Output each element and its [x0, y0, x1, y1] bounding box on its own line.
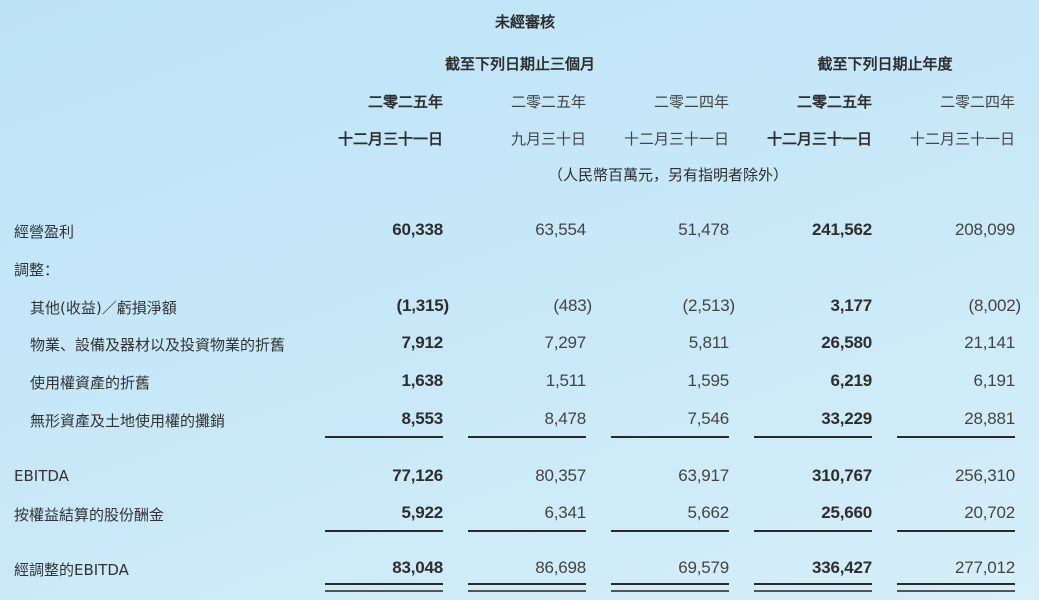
cell-value: 3,177 [830, 296, 872, 315]
subtotal-underline [611, 436, 729, 438]
subtotal-underline [611, 530, 729, 532]
subtotal-underline [325, 436, 443, 438]
subtotal-underline [897, 436, 1015, 438]
cell-value: 8,553 [401, 409, 443, 428]
cell-value: 26,580 [821, 333, 872, 352]
cell-value: 63,554 [535, 220, 586, 239]
column-header-year: 二零二四年 [653, 93, 729, 111]
cell-value: 20,702 [964, 503, 1015, 522]
row-label: 其他(收益)／虧損淨額 [30, 299, 177, 317]
cell-value: 7,912 [401, 333, 443, 352]
cell-value: 277,012 [954, 558, 1015, 577]
double-underline [754, 583, 872, 592]
cell-value: 8,478 [544, 409, 586, 428]
group-header-quarter: 截至下列日期止三個月 [444, 55, 596, 73]
column-header-date: 九月三十日 [510, 130, 586, 148]
row-label: 使用權資產的折舊 [30, 374, 151, 392]
subtotal-underline [754, 530, 872, 532]
cell-value: 80,357 [535, 466, 586, 485]
column-header-date: 十二月三十一日 [909, 130, 1015, 148]
cell-value: 77,126 [392, 466, 443, 485]
double-underline [468, 583, 586, 592]
cell-value: 208,099 [954, 220, 1015, 239]
subtotal-underline [754, 436, 872, 438]
cell-value: 7,546 [687, 409, 729, 428]
cell-value: 5,922 [401, 503, 443, 522]
cell-value: 6,341 [544, 503, 586, 522]
cell-value: 336,427 [811, 558, 872, 577]
column-header-date: 十二月三十一日 [766, 130, 872, 148]
column-header-year: 二零二五年 [367, 93, 443, 111]
cell-value: 5,662 [687, 503, 729, 522]
cell-value: 310,767 [811, 466, 872, 485]
cell-value: 25,660 [821, 503, 872, 522]
cell-value: 241,562 [811, 220, 872, 239]
row-label: EBITDA [14, 467, 69, 485]
column-header-year: 二零二五年 [796, 93, 872, 111]
group-header-year: 截至下列日期止年度 [817, 55, 953, 73]
cell-value: 256,310 [954, 466, 1015, 485]
cell-value: (1,315) [396, 296, 450, 315]
cell-value: (483) [553, 296, 592, 315]
units-note: （人民幣百萬元，另有指明者除外） [547, 166, 789, 184]
cell-value: 86,698 [535, 558, 586, 577]
cell-value: 51,478 [678, 220, 729, 239]
double-underline [611, 583, 729, 592]
double-underline [325, 583, 443, 592]
column-header-date: 十二月三十一日 [623, 130, 729, 148]
column-header-year: 二零二五年 [510, 93, 586, 111]
cell-value: 1,595 [687, 371, 729, 390]
cell-value: 6,191 [973, 371, 1015, 390]
row-label: 按權益結算的股份酬金 [14, 506, 165, 524]
subtotal-underline [468, 530, 586, 532]
cell-value: 63,917 [678, 466, 729, 485]
row-label: 經調整的EBITDA [14, 561, 129, 579]
row-label: 無形資產及土地使用權的攤銷 [30, 412, 226, 430]
subtotal-underline [468, 436, 586, 438]
cell-value: 6,219 [830, 371, 872, 390]
cell-value: 1,638 [401, 371, 443, 390]
cell-value: 60,338 [392, 220, 443, 239]
audit-status: 未經審核 [494, 13, 556, 31]
row-label: 經營盈利 [14, 223, 75, 241]
cell-value: 7,297 [544, 333, 586, 352]
cell-value: (8,002) [968, 296, 1022, 315]
cell-value: 69,579 [678, 558, 729, 577]
cell-value: (2,513) [682, 296, 736, 315]
cell-value: 83,048 [392, 558, 443, 577]
cell-value: 1,511 [545, 371, 586, 390]
subtotal-underline [325, 530, 443, 532]
subtotal-underline [897, 530, 1015, 532]
row-label: 物業、設備及器材以及投資物業的折舊 [30, 336, 286, 354]
row-label: 調整： [14, 261, 60, 279]
cell-value: 21,141 [964, 333, 1015, 352]
cell-value: 28,881 [964, 409, 1015, 428]
cell-value: 5,811 [688, 333, 729, 352]
column-header-date: 十二月三十一日 [337, 130, 443, 148]
cell-value: 33,229 [821, 409, 872, 428]
double-underline [897, 583, 1015, 592]
column-header-year: 二零二四年 [939, 93, 1015, 111]
